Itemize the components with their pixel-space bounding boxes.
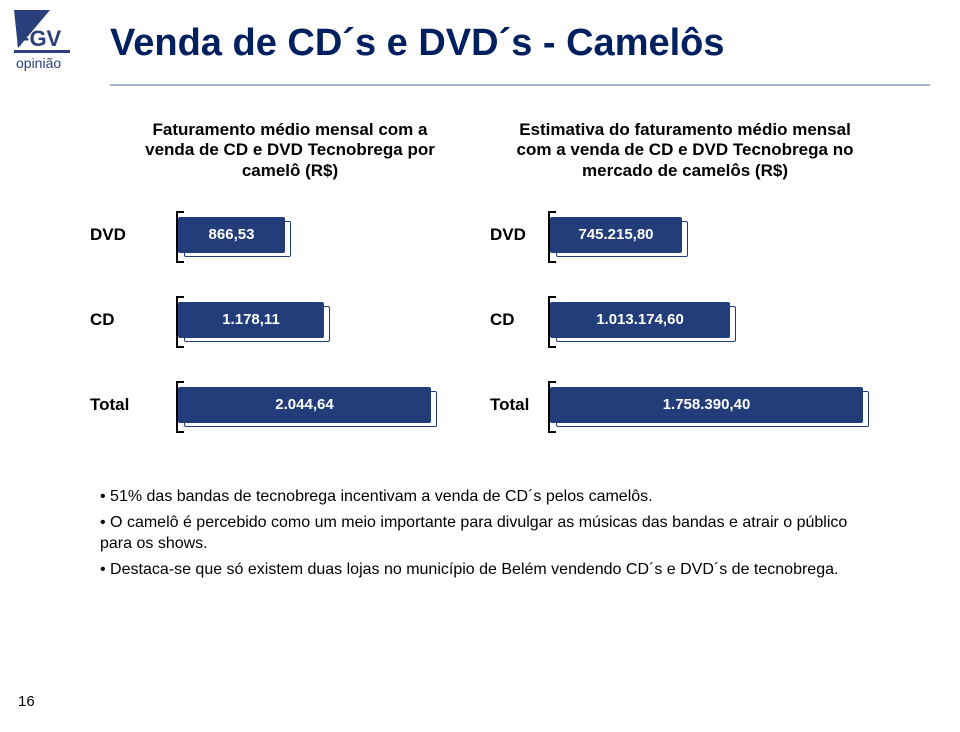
bullet-item: 51% das bandas de tecnobrega incentivam … [100,486,880,508]
right-bar-label: 745.215,80 [550,217,682,253]
left-cat: DVD [90,225,168,245]
logo-top: FGV [16,26,62,51]
bullet-item: O camelô é percebido como um meio import… [100,512,880,555]
bullet-list: 51% das bandas de tecnobrega incentivam … [100,486,880,584]
right-cat: DVD [490,225,544,245]
chart-row-total: Total 2.044,64 Total 1.758.390,40 [90,385,890,429]
slide: FGV opinião Venda de CD´s e DVD´s - Came… [0,0,960,732]
chart-row-cd: CD 1.178,11 CD 1.013.174,60 [90,300,890,344]
left-bar: 866,53 [178,217,285,253]
page-title: Venda de CD´s e DVD´s - Camelôs [110,22,725,65]
chart-row-dvd: DVD 866,53 DVD 745.215,80 [90,215,890,259]
right-bar: 745.215,80 [550,217,682,253]
logo-bottom: opinião [16,55,61,71]
fgv-logo: FGV opinião [14,10,92,77]
page-number: 16 [18,693,35,710]
left-bar-label: 866,53 [178,217,285,253]
bullet-item: Destaca-se que só existem duas lojas no … [100,559,880,581]
title-rule [110,84,930,86]
subtitle-right: Estimativa do faturamento médio mensal c… [510,120,860,181]
subtitle-left: Faturamento médio mensal com a venda de … [145,120,435,181]
